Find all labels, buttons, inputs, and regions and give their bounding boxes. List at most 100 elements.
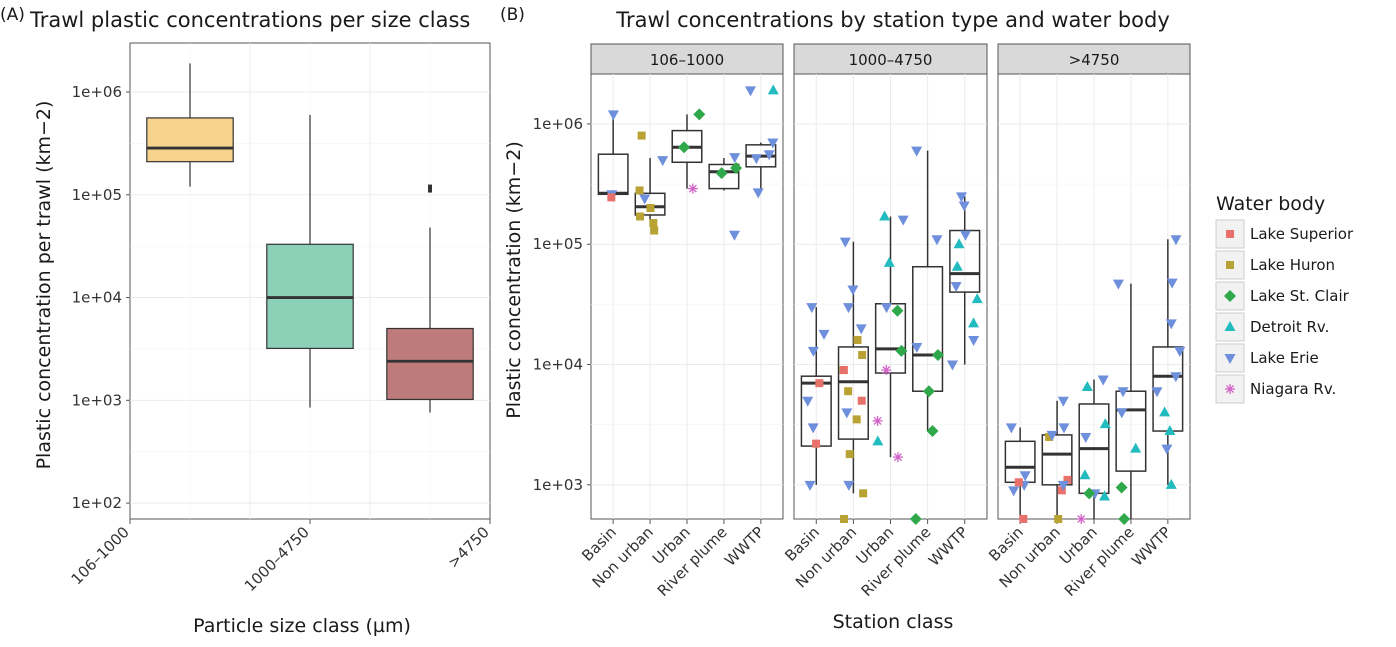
facet-strip-label: 106–1000 <box>650 51 724 69</box>
panel-b-y-ticks: 1e+03 1e+04 1e+05 1e+06 <box>533 115 591 494</box>
legend-item-lake-st-clair: Lake St. Clair <box>1215 281 1350 311</box>
point-detroit-rv <box>1165 478 1177 489</box>
point-lake-st-clair <box>895 344 908 357</box>
point-lake-st-clair <box>931 349 944 362</box>
point-lake-erie <box>847 285 859 296</box>
facet-strip <box>793 43 988 75</box>
y-tick-label: 1e+06 <box>533 115 583 133</box>
legend-marker-detroit-rv <box>1224 321 1236 331</box>
y-tick-label: 1e+04 <box>533 356 583 374</box>
legend-item-lake-erie: Lake Erie <box>1215 343 1319 373</box>
y-tick-label: 1e+04 <box>72 289 122 307</box>
point-lake-huron <box>635 186 644 195</box>
point-detroit-rv <box>1130 442 1142 453</box>
point-niagara-rv <box>687 183 698 194</box>
facet-strip-label: 1000–4750 <box>849 51 933 69</box>
point-lake-superior <box>839 366 848 375</box>
point-lake-superior <box>1014 478 1023 487</box>
box-non-urban <box>1041 400 1073 519</box>
point-lake-huron <box>637 131 646 140</box>
point-lake-superior <box>1019 515 1028 523</box>
point-niagara-rv <box>881 365 892 376</box>
legend-marker-lake-huron <box>1226 261 1234 269</box>
point-lake-st-clair <box>1083 487 1096 500</box>
point-lake-superior <box>607 193 616 202</box>
point-lake-erie <box>946 360 958 371</box>
panel-b-tag: (B) <box>500 5 525 25</box>
point-lake-st-clair <box>678 141 691 154</box>
point-lake-erie <box>843 480 855 491</box>
point-lake-st-clair <box>730 162 743 175</box>
point-lake-erie <box>1097 375 1109 386</box>
box-iqr <box>949 229 981 293</box>
box-iqr <box>146 117 234 163</box>
facet-strip-label: >4750 <box>1069 51 1120 69</box>
x-tick-label: WWTP <box>1128 523 1175 570</box>
point-lake-erie <box>728 230 740 241</box>
legend-title: Water body <box>1216 193 1325 215</box>
legend-item-niagara-rv: Niagara Rv. <box>1215 374 1336 404</box>
box-106-1000 <box>146 63 234 187</box>
point-lake-erie <box>1166 278 1178 289</box>
point-lake-erie <box>1057 396 1069 407</box>
panel-b-y-axis-title: Plastic concentration (km−2) <box>503 141 525 418</box>
point-lake-erie <box>1058 423 1070 434</box>
star-stroke <box>688 184 697 193</box>
y-tick-label: 1e+05 <box>72 186 122 204</box>
legend-item-lake-huron: Lake Huron <box>1215 250 1335 280</box>
y-tick-label: 1e+03 <box>72 391 122 409</box>
panel-a-boxes <box>146 63 474 413</box>
point-lake-erie <box>1116 408 1128 419</box>
point-lake-huron <box>858 351 867 360</box>
legend-label: Lake Erie <box>1250 349 1319 367</box>
point-lake-st-clair <box>693 108 706 121</box>
box-iqr <box>708 163 740 190</box>
point-niagara-rv <box>1076 514 1087 524</box>
point-lake-erie <box>1170 235 1182 246</box>
point-detroit-rv <box>1159 406 1171 417</box>
facet-strip <box>997 43 1191 75</box>
point-lake-erie <box>1165 319 1177 330</box>
point-lake-erie <box>1005 423 1017 434</box>
facet-points <box>1005 235 1186 525</box>
point-lake-erie <box>818 329 830 340</box>
point-lake-erie <box>1151 387 1163 398</box>
box-4750 <box>386 184 474 413</box>
point-detroit-rv <box>951 260 963 271</box>
point-lake-erie <box>911 342 923 353</box>
panel-a-x-ticks: 106–1000 1000–4750 >4750 <box>68 519 493 595</box>
point-lake-erie <box>1046 430 1058 441</box>
star-stroke <box>1077 515 1086 523</box>
point-lake-erie <box>842 303 854 314</box>
point-lake-huron <box>859 489 868 498</box>
point-lake-erie <box>804 480 816 491</box>
point-detroit-rv <box>1081 381 1093 392</box>
point-detroit-rv <box>968 317 980 328</box>
point-detroit-rv <box>971 293 983 304</box>
y-tick-label: 1e+06 <box>72 83 122 101</box>
point-detroit-rv <box>879 210 891 221</box>
point-detroit-rv <box>1079 469 1091 480</box>
point-lake-erie <box>807 423 819 434</box>
legend-item-lake-superior: Lake Superior <box>1215 219 1354 249</box>
point-lake-erie <box>931 235 943 246</box>
facet-points <box>802 146 983 525</box>
facet-grid <box>591 74 783 519</box>
point-lake-st-clair <box>909 513 922 525</box>
point-detroit-rv <box>1099 418 1111 429</box>
point-lake-erie <box>1112 279 1124 290</box>
point-detroit-rv <box>767 84 779 95</box>
point-lake-huron <box>650 226 659 235</box>
y-tick-label: 1e+05 <box>533 235 583 253</box>
facet-points <box>606 84 779 241</box>
point-lake-st-clair <box>922 385 935 398</box>
point-detroit-rv <box>1164 425 1176 436</box>
box-iqr <box>634 192 666 216</box>
panel-a-y-axis-title: Plastic concentration per trawl (km−2) <box>33 101 55 470</box>
point-lake-huron <box>1054 515 1063 523</box>
